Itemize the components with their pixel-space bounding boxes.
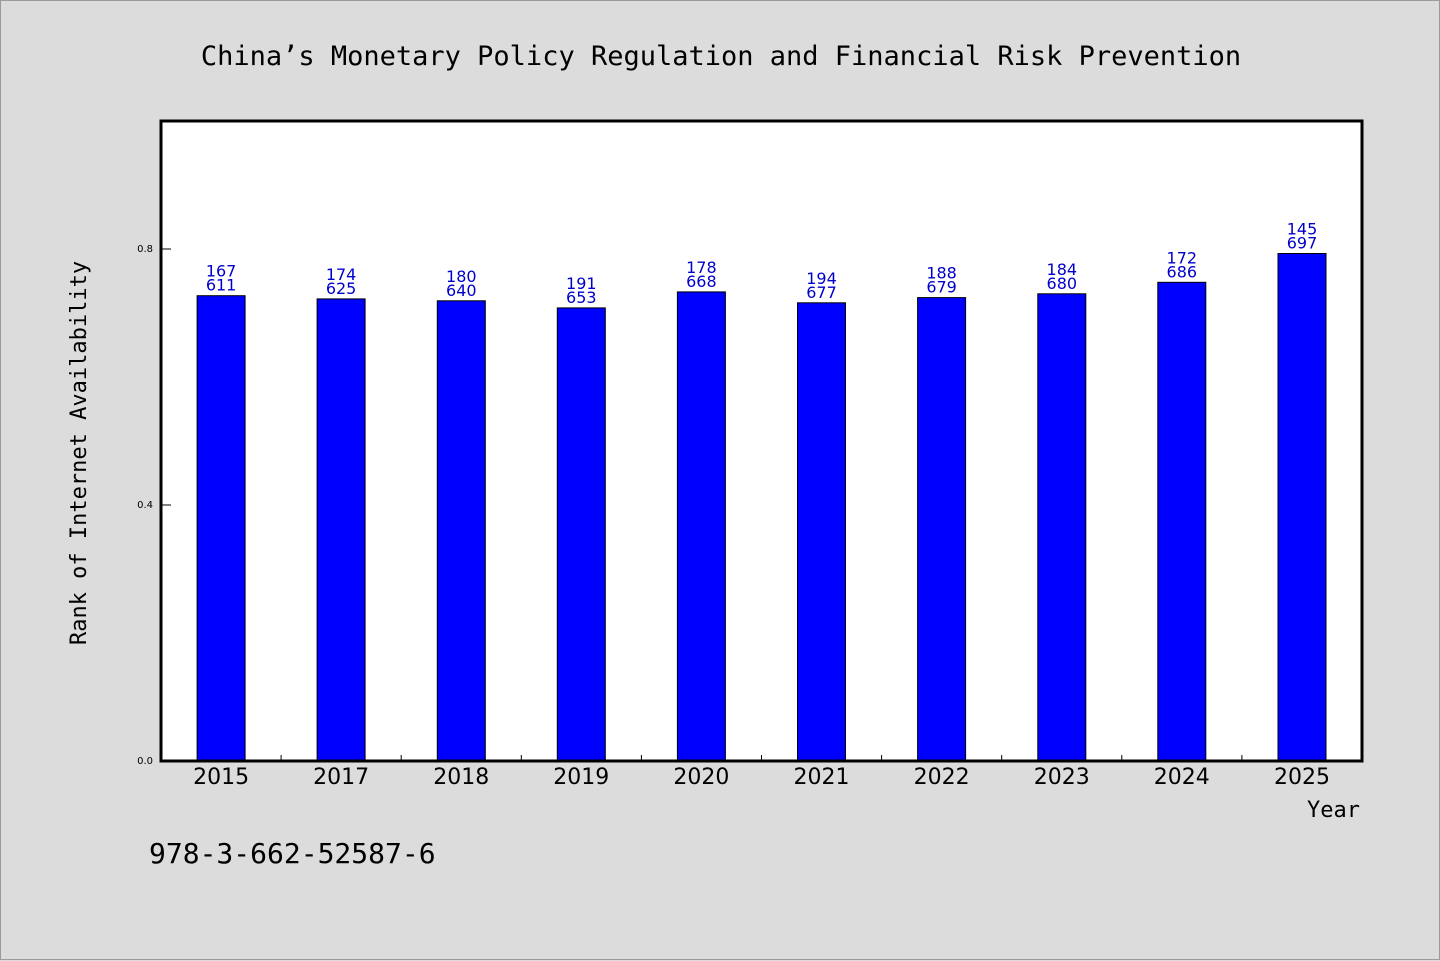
isbn-code: 978-3-662-52587-6 (149, 837, 436, 870)
bar-2015 (196, 295, 246, 762)
plot-frame (159, 119, 1364, 763)
x-tick-label-2021: 2021 (794, 765, 850, 790)
bar-2018 (436, 300, 486, 762)
data-label-top-2023: 184 (1047, 260, 1078, 279)
data-label-top-2015: 167 (206, 262, 237, 281)
data-label-bottom-2022: 679 (926, 278, 957, 297)
data-label-bottom-2017: 625 (326, 279, 357, 298)
data-label-bottom-2019: 653 (566, 288, 597, 307)
x-tick-label-2019: 2019 (553, 765, 609, 790)
y-tick-label: 0.0 (137, 756, 153, 767)
x-axis-label: Year (1307, 798, 1360, 823)
bar-2021 (797, 302, 846, 762)
data-label-top-2024: 172 (1167, 248, 1198, 267)
bar-2023 (1037, 293, 1087, 762)
data-label-bottom-2024: 686 (1167, 262, 1198, 281)
data-label-top-2018: 180 (446, 267, 477, 286)
data-label-bottom-2025: 697 (1287, 234, 1318, 253)
bar-2017 (316, 298, 366, 762)
bar-2019 (556, 307, 606, 762)
data-label-bottom-2023: 680 (1047, 274, 1078, 293)
data-label-top-2020: 178 (686, 258, 717, 277)
data-label-bottom-2021: 677 (806, 283, 837, 302)
y-tick-label: 0.4 (137, 500, 153, 511)
x-tick-label-2020: 2020 (673, 765, 729, 790)
data-label-top-2022: 188 (926, 264, 957, 283)
x-tick-label-2022: 2022 (914, 765, 970, 790)
x-ticks-group: 2015 2017 2018 2019 2020 2021 2022 2023 2024 2025 (193, 755, 1330, 790)
bar-2025 (1277, 253, 1327, 762)
bar-2022 (917, 297, 967, 762)
data-label-bottom-2015: 611 (206, 276, 237, 295)
x-tick-label-2025: 2025 (1274, 765, 1330, 790)
y-axis-label: Rank of Internet Availability (67, 261, 92, 645)
x-tick-label-2023: 2023 (1034, 765, 1090, 790)
bar-2024 (1157, 281, 1207, 762)
bar-2020 (676, 291, 726, 762)
data-label-top-2019: 191 (566, 274, 597, 293)
x-tick-label-2018: 2018 (433, 765, 489, 790)
data-label-bottom-2018: 640 (446, 281, 477, 300)
data-label-bottom-2020: 668 (686, 272, 717, 291)
x-tick-label-2017: 2017 (313, 765, 369, 790)
data-label-top-2021: 194 (806, 269, 837, 288)
bars-group (196, 253, 1327, 762)
y-tick-label: 0.8 (137, 244, 153, 255)
data-label-top-2017: 174 (326, 265, 357, 284)
chart-title: China’s Monetary Policy Regulation and F… (201, 41, 1241, 72)
data-label-top-2025: 145 (1287, 220, 1318, 239)
x-tick-label-2015: 2015 (193, 765, 249, 790)
x-tick-label-2024: 2024 (1154, 765, 1210, 790)
